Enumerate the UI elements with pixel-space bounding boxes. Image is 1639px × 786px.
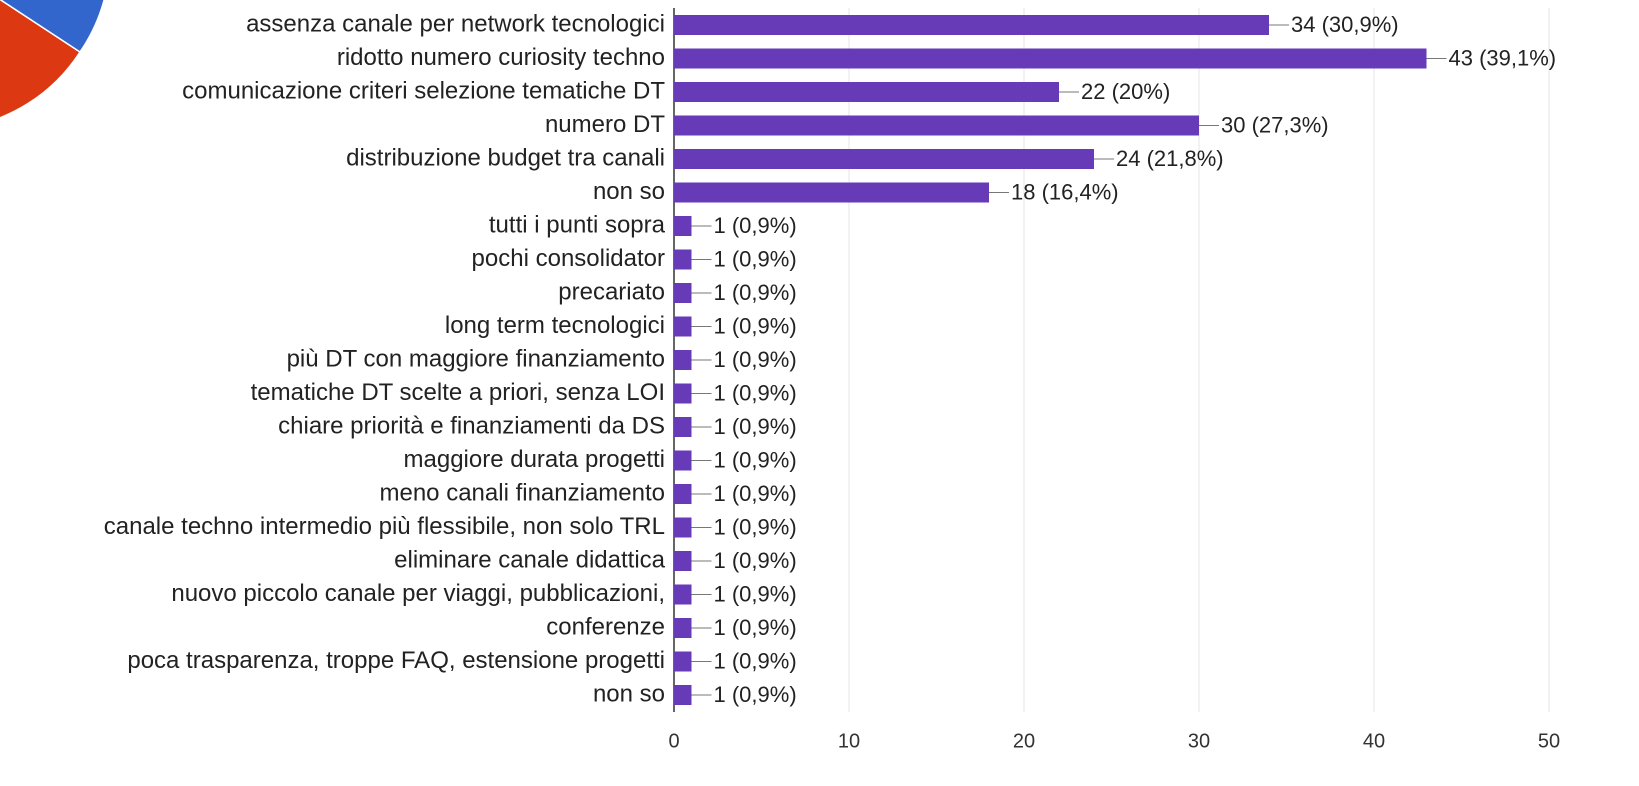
data-label: 1 (0,9%) <box>714 447 797 472</box>
bar <box>674 618 692 638</box>
y-tick-label: più DT con maggiore finanziamento <box>287 345 665 372</box>
y-tick-label: maggiore durata progetti <box>404 446 666 473</box>
bar <box>674 584 692 605</box>
bar <box>674 383 692 404</box>
pie-slice <box>0 0 82 119</box>
bar <box>674 15 1269 35</box>
bar <box>674 182 989 203</box>
y-tick-label: pochi consolidator <box>472 245 665 272</box>
data-label: 1 (0,9%) <box>714 280 797 305</box>
data-label: 1 (0,9%) <box>714 213 797 238</box>
x-tick-label: 30 <box>1188 730 1210 752</box>
bar <box>674 283 692 303</box>
y-tick-label: non so <box>593 680 665 707</box>
x-tick-label: 50 <box>1538 730 1560 752</box>
y-tick-label: chiare priorità e finanziamenti da DS <box>278 412 665 439</box>
bar <box>674 249 692 270</box>
y-tick-label: tutti i punti sopra <box>489 211 666 238</box>
y-tick-label: tematiche DT scelte a priori, senza LOI <box>251 379 665 406</box>
bar <box>674 216 692 236</box>
cropped-pie <box>0 0 105 119</box>
bar <box>674 350 692 370</box>
data-label: 43 (39,1%) <box>1449 45 1557 70</box>
y-tick-label: distribuzione budget tra canali <box>346 144 665 171</box>
bar <box>674 82 1059 102</box>
data-label: 1 (0,9%) <box>714 514 797 539</box>
y-tick-label: nuovo piccolo canale per viaggi, pubblic… <box>171 580 665 607</box>
bar <box>674 551 692 571</box>
x-tick-label: 0 <box>668 730 679 752</box>
y-tick-label: meno canali finanziamento <box>379 479 665 506</box>
bar <box>674 417 692 437</box>
data-label: 1 (0,9%) <box>714 682 797 707</box>
bar <box>674 484 692 504</box>
y-tick-label: non so <box>593 178 665 205</box>
bar <box>674 517 692 538</box>
data-label: 1 (0,9%) <box>714 414 797 439</box>
data-label: 1 (0,9%) <box>714 581 797 606</box>
y-tick-label: canale techno intermedio più flessibile,… <box>104 513 665 540</box>
data-label: 34 (30,9%) <box>1291 12 1399 37</box>
data-label: 1 (0,9%) <box>714 380 797 405</box>
y-tick-label: conferenze <box>546 613 665 640</box>
y-tick-label: poca trasparenza, troppe FAQ, estensione… <box>127 647 665 674</box>
data-label: 30 (27,3%) <box>1221 112 1329 137</box>
bar <box>674 48 1427 69</box>
bar <box>674 316 692 337</box>
data-label: 1 (0,9%) <box>714 648 797 673</box>
data-label: 1 (0,9%) <box>714 615 797 640</box>
x-tick-label: 40 <box>1363 730 1385 752</box>
bar <box>674 685 692 705</box>
y-tick-label: comunicazione criteri selezione tematich… <box>182 77 665 104</box>
y-tick-label: long term tecnologici <box>445 312 665 339</box>
data-label: 1 (0,9%) <box>714 347 797 372</box>
y-tick-label: eliminare canale didattica <box>394 546 665 573</box>
data-label: 1 (0,9%) <box>714 313 797 338</box>
bar <box>674 149 1094 169</box>
data-label: 24 (21,8%) <box>1116 146 1224 171</box>
x-tick-label: 20 <box>1013 730 1035 752</box>
pie-slice <box>0 0 105 54</box>
x-tick-label: 10 <box>838 730 860 752</box>
y-tick-label: precariato <box>558 278 665 305</box>
data-label: 1 (0,9%) <box>714 548 797 573</box>
data-label: 18 (16,4%) <box>1011 179 1119 204</box>
data-label: 22 (20%) <box>1081 79 1170 104</box>
bar <box>674 651 692 672</box>
bar <box>674 115 1199 136</box>
y-tick-label: assenza canale per network tecnologici <box>246 10 665 37</box>
data-label: 1 (0,9%) <box>714 481 797 506</box>
bar <box>674 450 692 471</box>
y-tick-label: numero DT <box>545 111 665 138</box>
y-tick-label: ridotto numero curiosity techno <box>337 44 665 71</box>
data-label: 1 (0,9%) <box>714 246 797 271</box>
